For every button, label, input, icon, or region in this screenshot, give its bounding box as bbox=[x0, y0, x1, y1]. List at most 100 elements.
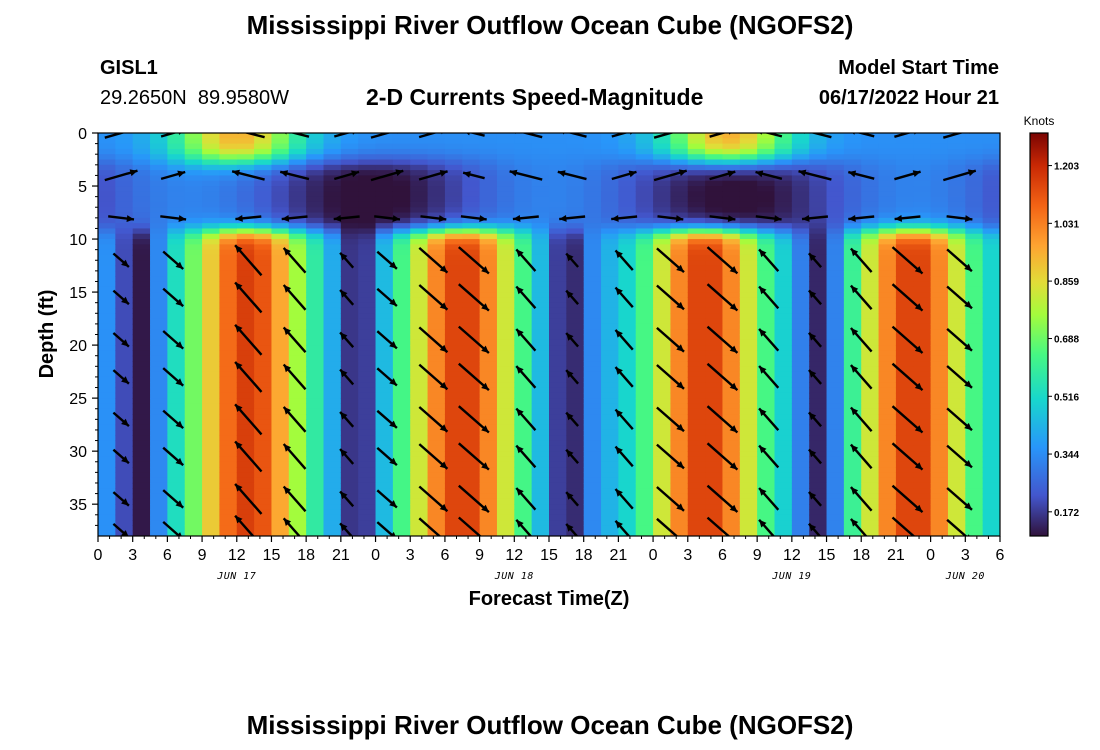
heatmap-cell bbox=[323, 355, 342, 362]
heatmap-cell bbox=[184, 302, 203, 309]
heatmap-cell bbox=[288, 318, 307, 325]
heatmap-cell bbox=[843, 270, 862, 277]
heatmap-cell bbox=[722, 228, 741, 235]
x-axis: 0 3 6 9 12 15 18 21 0 3 6 9 12 15 18 21 0 3 6 9 12 15 18 21 0 3 6 bbox=[94, 536, 1005, 564]
heatmap-cell bbox=[98, 467, 116, 473]
current-arrow bbox=[339, 490, 355, 508]
heatmap-cell bbox=[739, 329, 758, 336]
heatmap-cell bbox=[809, 488, 828, 495]
heatmap-cell bbox=[947, 138, 966, 145]
heatmap-cell bbox=[288, 323, 307, 330]
heatmap-cell bbox=[687, 265, 706, 272]
current-arrow bbox=[706, 325, 739, 354]
heatmap-cell bbox=[98, 143, 116, 150]
heatmap-cell bbox=[913, 392, 932, 399]
heatmap-cell bbox=[219, 323, 238, 330]
heatmap-cell bbox=[184, 148, 203, 155]
heatmap-cell bbox=[167, 217, 186, 224]
heatmap-cell bbox=[566, 270, 585, 277]
heatmap-cell bbox=[219, 514, 238, 521]
heatmap-cell bbox=[913, 133, 932, 139]
heatmap-cell bbox=[861, 387, 880, 394]
heatmap-cell bbox=[219, 424, 238, 431]
heatmap-cell bbox=[618, 217, 637, 224]
heatmap-cell bbox=[115, 260, 134, 267]
heatmap-cell bbox=[653, 201, 672, 208]
heatmap-cell bbox=[167, 467, 186, 473]
heatmap-cell bbox=[965, 387, 984, 394]
heatmap-cell bbox=[583, 233, 602, 240]
heatmap-cell bbox=[549, 514, 567, 521]
heatmap-cell bbox=[670, 525, 689, 532]
heatmap-cell bbox=[167, 223, 186, 230]
heatmap-cell bbox=[392, 461, 411, 468]
heatmap-cell bbox=[947, 392, 966, 399]
heatmap-cell bbox=[913, 143, 932, 150]
current-arrow bbox=[418, 363, 449, 391]
heatmap-cell bbox=[791, 525, 810, 532]
heatmap-cell bbox=[757, 292, 776, 298]
heatmap-cell bbox=[722, 392, 741, 399]
heatmap-cell bbox=[653, 286, 672, 293]
heatmap-cell bbox=[410, 239, 429, 245]
heatmap-cell bbox=[583, 292, 602, 298]
heatmap-cell bbox=[323, 201, 342, 208]
heatmap-cell bbox=[150, 456, 168, 463]
heatmap-cell bbox=[618, 138, 637, 145]
heatmap-cell bbox=[514, 223, 533, 230]
heatmap-cell bbox=[410, 382, 429, 389]
heatmap-cell bbox=[236, 467, 255, 473]
heatmap-cell bbox=[202, 414, 221, 420]
heatmap-cell bbox=[271, 228, 290, 235]
heatmap-cell bbox=[965, 175, 984, 182]
heatmap-cell bbox=[392, 456, 411, 463]
heatmap-cell bbox=[913, 366, 932, 373]
heatmap-cell bbox=[375, 403, 394, 410]
heatmap-cell bbox=[462, 477, 481, 484]
heatmap-cell bbox=[358, 239, 377, 245]
heatmap-cell bbox=[635, 159, 654, 166]
heatmap-cell bbox=[757, 265, 776, 272]
heatmap-cell bbox=[687, 419, 706, 426]
heatmap-cell bbox=[705, 530, 724, 536]
heatmap-cell bbox=[947, 217, 966, 224]
heatmap-cell bbox=[358, 382, 377, 389]
current-arrow bbox=[758, 444, 780, 469]
heatmap-cell bbox=[219, 154, 238, 161]
heatmap-cell bbox=[601, 520, 619, 526]
heatmap-cell bbox=[444, 164, 463, 171]
heatmap-cell bbox=[496, 514, 515, 521]
heatmap-cell bbox=[115, 382, 134, 389]
heatmap-cell bbox=[566, 371, 585, 378]
heatmap-cell bbox=[358, 414, 377, 420]
heatmap-cell bbox=[150, 170, 168, 177]
heatmap-cell bbox=[254, 403, 273, 410]
heatmap-cell bbox=[115, 482, 134, 489]
heatmap-cell bbox=[427, 170, 446, 177]
heatmap-cell bbox=[375, 292, 394, 298]
heatmap-cell bbox=[583, 307, 602, 314]
heatmap-cell bbox=[670, 467, 689, 473]
heatmap-cell bbox=[566, 260, 585, 267]
heatmap-cell bbox=[601, 286, 619, 293]
heatmap-cell bbox=[288, 265, 307, 272]
heatmap-cell bbox=[722, 355, 741, 362]
heatmap-cell bbox=[843, 498, 862, 505]
heatmap-cell bbox=[340, 281, 359, 288]
heatmap-cell bbox=[635, 186, 654, 192]
current-arrow bbox=[514, 133, 543, 139]
heatmap-cell bbox=[965, 260, 984, 267]
heatmap-cell bbox=[618, 159, 637, 166]
heatmap-cell bbox=[219, 350, 238, 357]
heatmap-cell bbox=[150, 196, 168, 203]
heatmap-cell bbox=[392, 191, 411, 198]
heatmap-cell bbox=[479, 329, 498, 336]
heatmap-cell bbox=[254, 175, 273, 182]
heatmap-cell bbox=[219, 164, 238, 171]
heatmap-cell bbox=[618, 366, 637, 373]
heatmap-cell bbox=[392, 451, 411, 458]
heatmap-cell bbox=[965, 217, 984, 224]
heatmap-cell bbox=[375, 313, 394, 320]
heatmap-cell bbox=[895, 138, 914, 145]
heatmap-cell bbox=[306, 186, 325, 192]
